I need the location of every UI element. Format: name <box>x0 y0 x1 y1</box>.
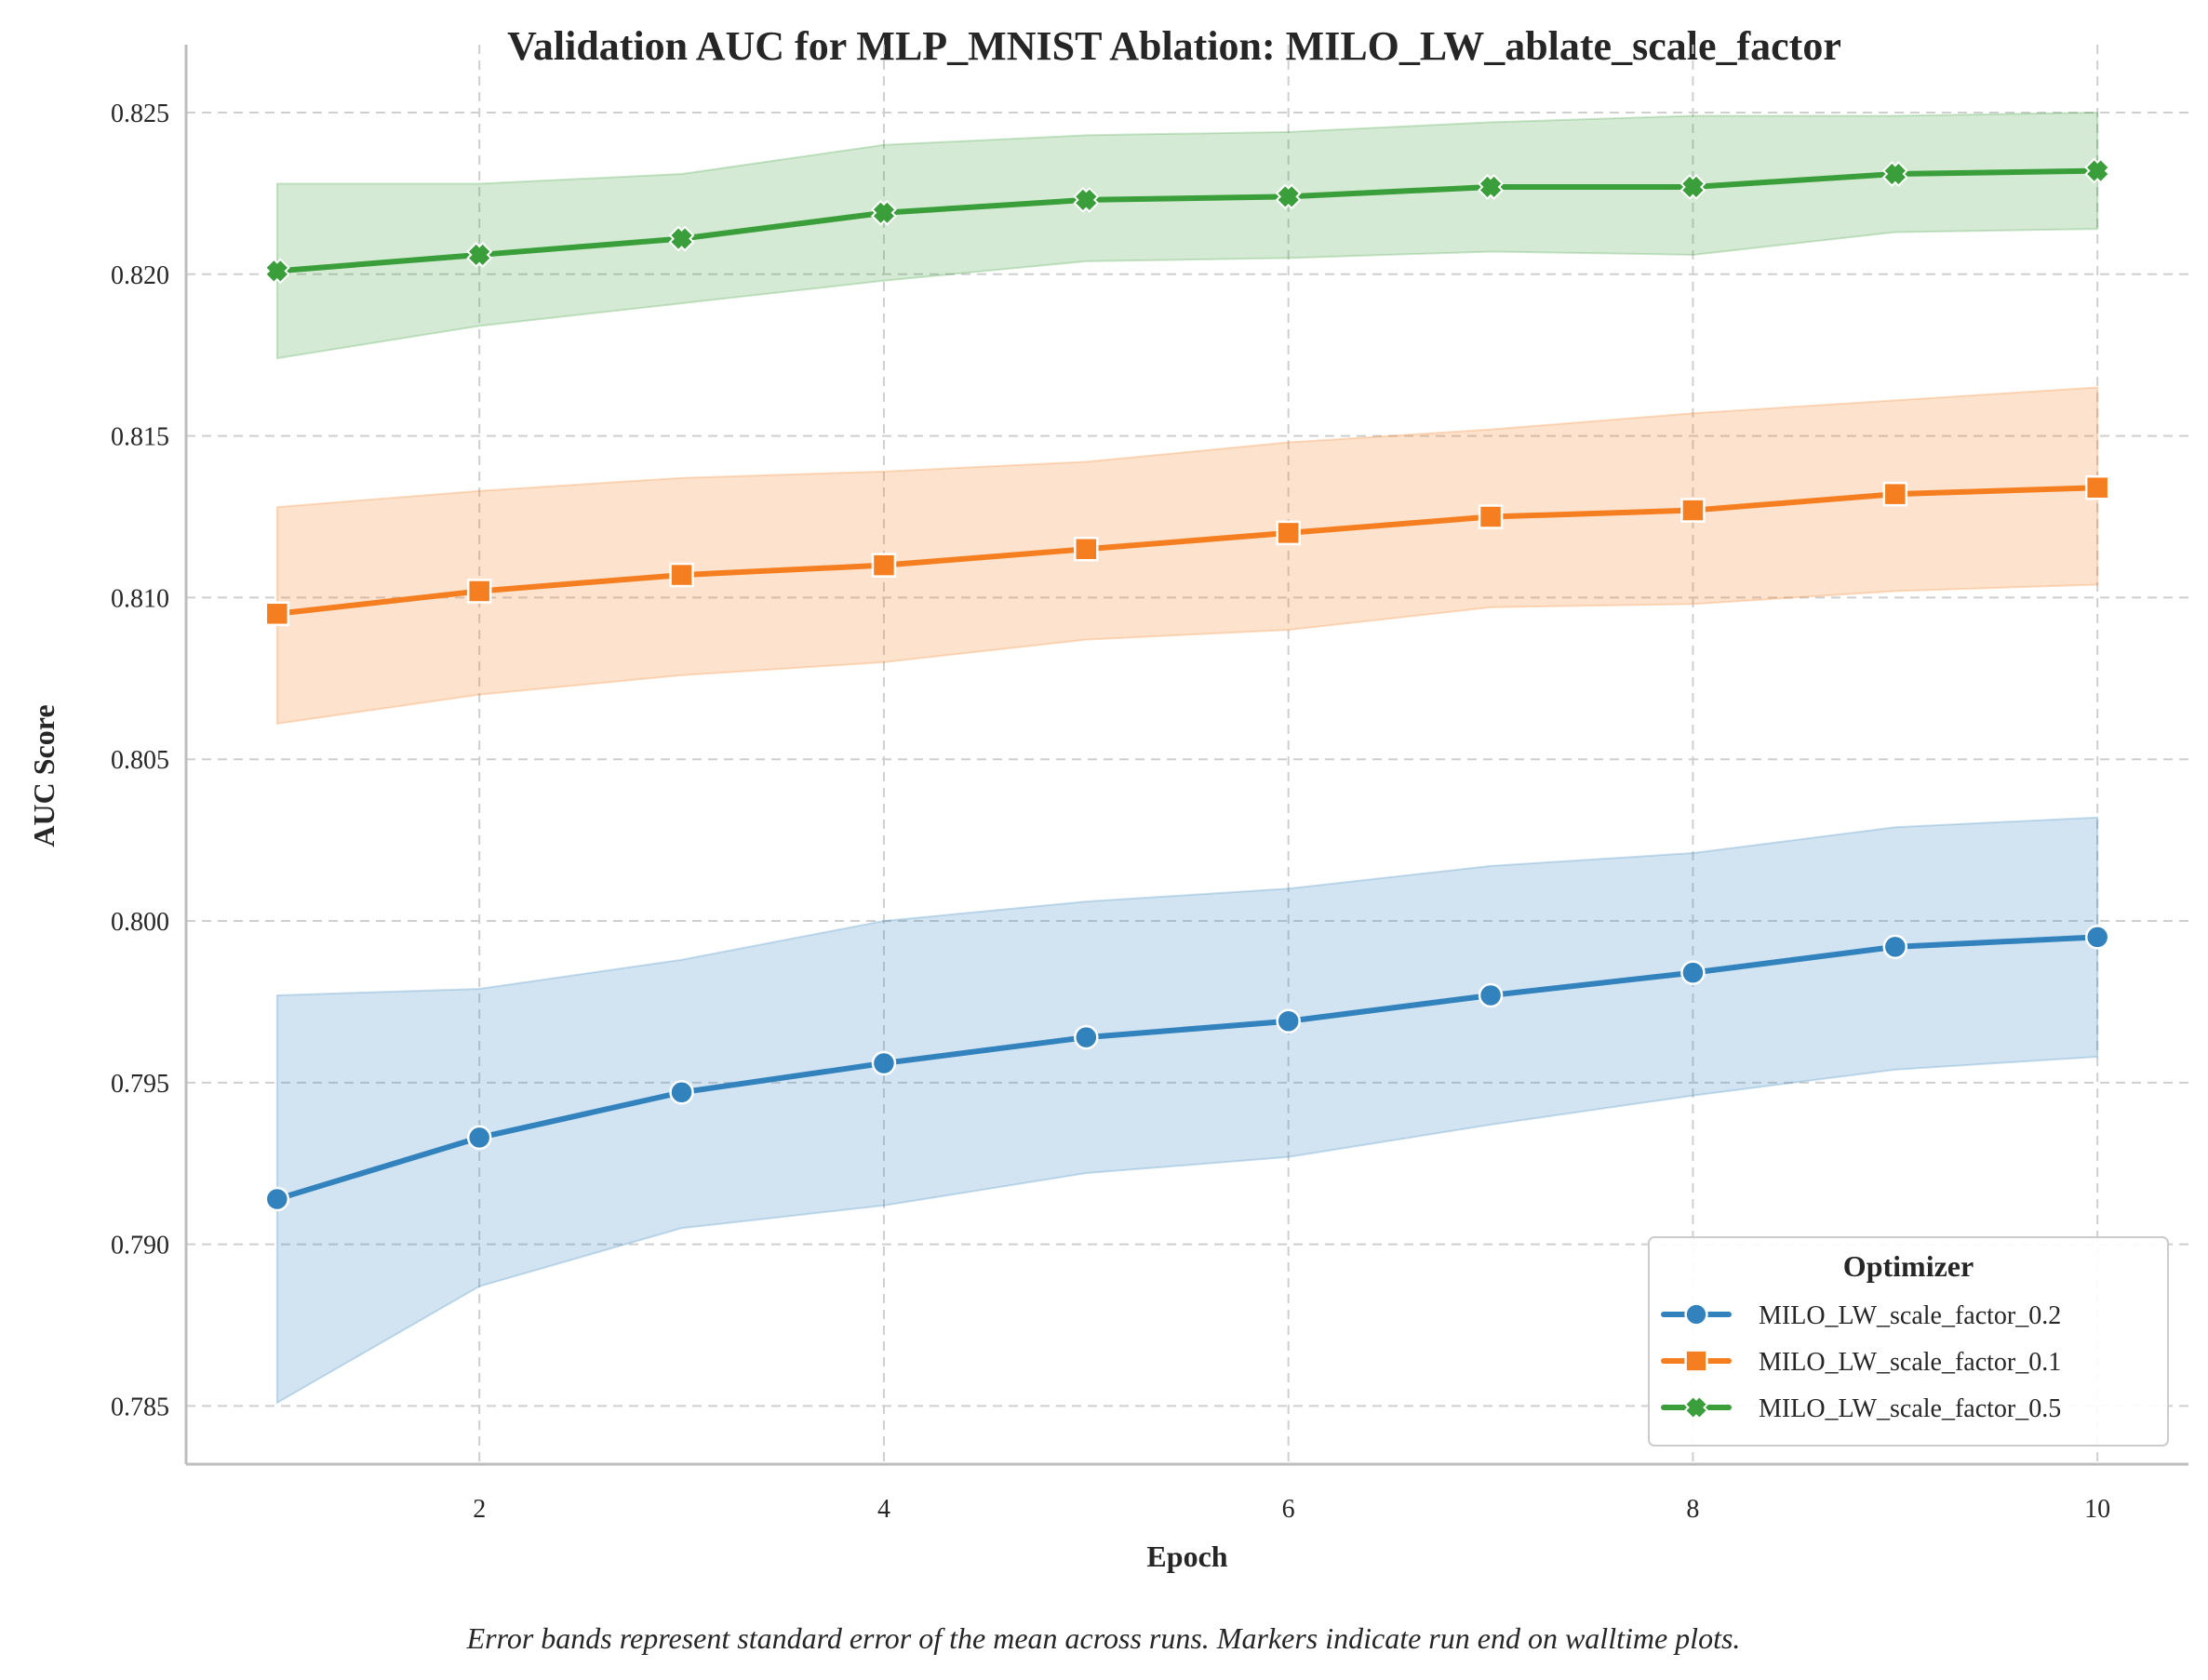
y-tick-label: 0.815 <box>111 423 169 452</box>
legend-title: Optimizer <box>1843 1249 1974 1283</box>
data-point <box>669 562 694 588</box>
data-point <box>466 242 493 268</box>
y-tick-label: 0.805 <box>111 746 169 775</box>
data-point <box>2084 474 2110 500</box>
error-band <box>275 386 2099 726</box>
x-tick-label: 6 <box>1282 1495 1295 1524</box>
data-point <box>466 579 492 604</box>
y-tick-label: 0.810 <box>111 584 169 613</box>
caption: Error bands represent standard error of … <box>466 1621 1741 1655</box>
data-point <box>1881 161 1908 187</box>
data-point <box>1276 520 1301 546</box>
data-point <box>1882 481 1908 507</box>
x-axis-label: Epoch <box>1146 1540 1227 1573</box>
legend: Optimizer MILO_LW_scale_factor_0.2MILO_L… <box>1648 1236 2169 1447</box>
series-line <box>274 167 2101 274</box>
data-point <box>1882 934 1908 960</box>
data-point <box>466 1125 492 1151</box>
data-point <box>669 1080 694 1105</box>
legend-marker <box>1683 1394 1709 1420</box>
data-point <box>871 199 897 226</box>
data-point <box>264 601 290 627</box>
data-point <box>668 225 695 252</box>
error-band <box>275 816 2099 1405</box>
x-tick-labels: 2 4 6 8 10 <box>473 1495 2110 1524</box>
data-point <box>2084 925 2110 950</box>
y-tick-labels: 0.785 0.790 0.795 0.800 0.805 0.810 0.815 0.820… <box>111 100 169 1421</box>
y-tick-label: 0.825 <box>111 100 169 128</box>
data-point <box>1074 1024 1099 1050</box>
data-point <box>1074 537 1099 562</box>
data-point <box>1478 174 1504 200</box>
y-axis-label: AUC Score <box>27 704 60 847</box>
data-point <box>1680 498 1706 523</box>
legend-label: MILO_LW_scale_factor_0.2 <box>1759 1301 2061 1330</box>
legend-label: MILO_LW_scale_factor_0.5 <box>1759 1394 2061 1423</box>
legend-label: MILO_LW_scale_factor_0.1 <box>1759 1348 2061 1377</box>
data-point <box>263 258 290 285</box>
data-point <box>1680 960 1706 985</box>
y-tick-label: 0.800 <box>111 908 169 937</box>
error-band <box>275 111 2099 360</box>
legend-marker <box>1684 1349 1708 1373</box>
grid-lines <box>186 45 2188 1464</box>
error-bands <box>275 111 2099 1405</box>
data-point <box>1478 504 1504 529</box>
data-point <box>2084 157 2111 184</box>
legend-items: MILO_LW_scale_factor_0.2 MILO_LW_scale_fa… <box>1661 1301 2061 1423</box>
data-point <box>871 553 897 578</box>
series-lines <box>274 167 2101 1202</box>
x-tick-label: 8 <box>1686 1495 1699 1524</box>
x-tick-label: 4 <box>877 1495 890 1524</box>
x-tick-label: 2 <box>473 1495 486 1524</box>
chart-title: Validation AUC for MLP_MNIST Ablation: M… <box>507 23 1841 69</box>
legend-frame <box>1648 1236 2169 1447</box>
data-point <box>1276 1008 1301 1034</box>
data-point <box>871 1050 897 1076</box>
y-tick-label: 0.785 <box>111 1393 169 1421</box>
data-point <box>1275 183 1302 210</box>
data-point <box>1073 186 1100 213</box>
y-tick-label: 0.790 <box>111 1232 169 1260</box>
series-line <box>274 485 2101 617</box>
y-tick-label: 0.795 <box>111 1070 169 1099</box>
series-markers <box>263 157 2111 1212</box>
x-tick-label: 10 <box>2084 1495 2110 1524</box>
data-point <box>1679 174 1706 200</box>
data-point <box>1478 982 1504 1008</box>
data-point <box>264 1186 290 1212</box>
y-tick-label: 0.820 <box>111 261 169 290</box>
legend-marker <box>1684 1302 1708 1327</box>
series-line <box>274 934 2101 1202</box>
